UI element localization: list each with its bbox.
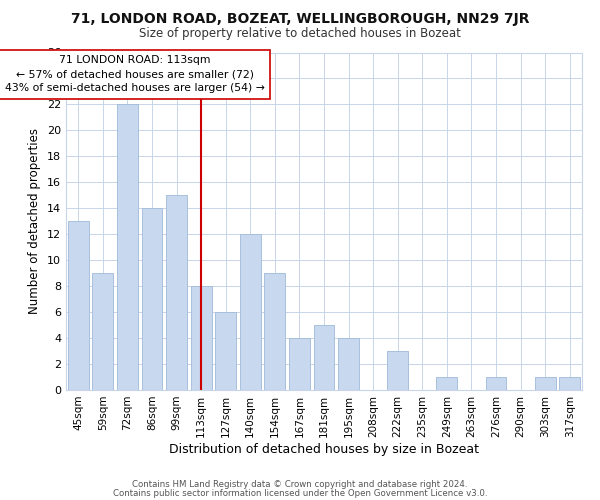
Bar <box>117 104 138 390</box>
Text: Contains public sector information licensed under the Open Government Licence v3: Contains public sector information licen… <box>113 488 487 498</box>
Text: Contains HM Land Registry data © Crown copyright and database right 2024.: Contains HM Land Registry data © Crown c… <box>132 480 468 489</box>
Bar <box>436 377 457 390</box>
Bar <box>142 208 163 390</box>
Y-axis label: Number of detached properties: Number of detached properties <box>28 128 41 314</box>
Bar <box>166 196 187 390</box>
Text: 71 LONDON ROAD: 113sqm
← 57% of detached houses are smaller (72)
43% of semi-det: 71 LONDON ROAD: 113sqm ← 57% of detached… <box>5 55 265 93</box>
Bar <box>191 286 212 390</box>
Bar <box>387 351 408 390</box>
Bar <box>338 338 359 390</box>
Bar <box>314 325 334 390</box>
Bar <box>559 377 580 390</box>
X-axis label: Distribution of detached houses by size in Bozeat: Distribution of detached houses by size … <box>169 442 479 456</box>
Bar <box>535 377 556 390</box>
Bar <box>68 221 89 390</box>
Bar <box>240 234 261 390</box>
Bar <box>289 338 310 390</box>
Bar <box>92 273 113 390</box>
Bar <box>215 312 236 390</box>
Text: Size of property relative to detached houses in Bozeat: Size of property relative to detached ho… <box>139 28 461 40</box>
Bar <box>265 273 286 390</box>
Bar <box>485 377 506 390</box>
Text: 71, LONDON ROAD, BOZEAT, WELLINGBOROUGH, NN29 7JR: 71, LONDON ROAD, BOZEAT, WELLINGBOROUGH,… <box>71 12 529 26</box>
